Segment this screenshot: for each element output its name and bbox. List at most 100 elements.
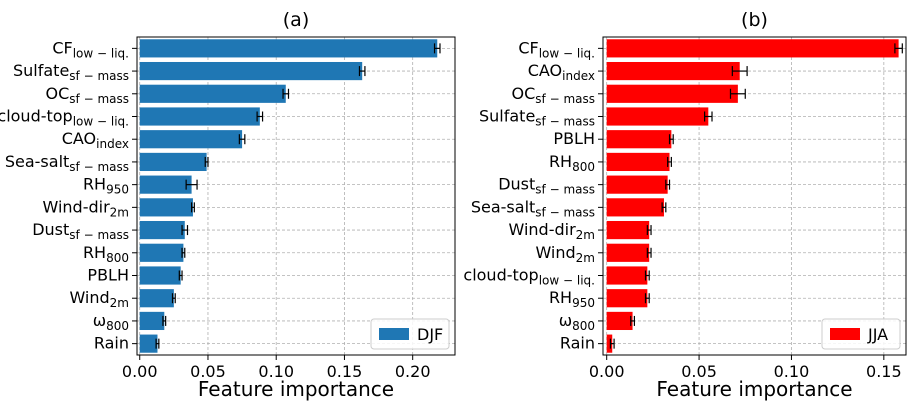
category-name: RH [83,243,106,262]
category-subscript: index [562,69,595,83]
error-bar [729,88,746,99]
bar [606,289,648,308]
bar [139,107,260,126]
category-name: RH [83,175,106,194]
category-name: CF [52,38,72,57]
category-name: Wind [69,288,109,307]
category-name: Wind [535,243,575,262]
category-subscript: 950 [106,183,129,197]
y-tick-label: ω800 [93,311,129,333]
bar [606,220,650,240]
y-tick-label: Dustsf − mass [32,220,129,242]
y-tick-label: Wind2m [69,288,129,310]
y-tick-label: RH950 [83,175,129,197]
category-subscript: sf − mass [69,92,129,106]
y-tick-label: Wind-dir2m [509,220,596,242]
y-tick-label: Rain [94,334,129,353]
category-subscript: 2m [110,205,129,219]
y-tick-label: Sulfatesf − mass [13,61,129,83]
category-name: Sulfate [479,107,535,126]
y-tick-label: CAOindex [528,61,595,83]
bar [606,130,672,149]
error-bar [256,111,264,122]
error-bar [661,202,667,213]
y-tick-label: RH950 [549,288,595,310]
y-tick-label: Sea-saltsf − mass [5,152,129,174]
error-bar [668,134,674,145]
category-name: cloud-top [0,107,73,126]
legend-box [370,318,450,350]
category-name: CF [518,38,538,57]
y-tick-label: cloud-toplow − liq. [463,266,595,288]
category-name: ω [93,311,106,330]
bar [139,243,184,262]
category-subscript: low − liq. [539,274,595,288]
category-subscript: 800 [106,319,129,333]
chart-title: (b) [741,9,768,31]
category-subscript: sf − mass [69,228,129,242]
error-bar [646,225,652,236]
bar [606,243,650,262]
category-subscript: low − liq. [73,115,129,129]
category-subscript: 800 [572,160,595,174]
x-tick-label: 0.20 [395,362,431,381]
category-name: RH [549,152,572,171]
bar [139,152,207,172]
y-tick-label: cloud-toplow − liq. [0,107,129,129]
error-bar [171,293,176,304]
error-bar [185,179,198,190]
bar [139,220,185,240]
error-bar [667,156,672,167]
bar [606,175,668,194]
x-tick-label: 0.00 [589,362,625,381]
error-bar [609,338,615,349]
y-tick-label: Sulfatesf − mass [479,107,595,129]
bar [606,107,709,126]
category-name: PBLH [553,129,595,148]
category-subscript: sf − mass [535,205,595,219]
y-tick-label: CFlow − liq. [52,38,129,60]
x-axis-label: Feature importance [198,377,394,401]
category-subscript: index [96,137,129,151]
category-subscript: sf − mass [69,69,129,83]
error-bar [665,179,671,190]
error-bar [644,293,650,304]
plot-frame [602,36,907,356]
category-name: Sulfate [13,61,69,80]
legend-label: DJF [417,325,443,344]
category-name: Wind-dir [43,197,111,216]
category-subscript: 2m [110,296,129,310]
plot-frame [136,36,456,356]
y-tick-label: OCsf − mass [46,84,129,106]
y-tick-label: OCsf − mass [512,84,595,106]
bar [606,152,670,172]
chart-title: (a) [283,9,309,31]
category-name: OC [46,84,70,103]
bar [139,39,438,58]
y-tick-label: Sea-saltsf − mass [471,197,595,219]
x-tick-label: 0.05 [190,362,226,381]
category-name: OC [512,84,536,103]
y-tick-label: Wind-dir2m [43,197,130,219]
error-bar [704,111,713,122]
category-name: Dust [32,220,69,239]
error-bar [731,66,748,77]
legend-label: JJA [867,325,888,344]
category-subscript: 950 [572,296,595,310]
x-tick-label: 0.00 [122,362,158,381]
category-subscript: sf − mass [69,160,129,174]
error-bar [155,338,160,349]
category-subscript: low − liq. [539,46,595,60]
category-name: PBLH [87,266,129,285]
error-bar [181,225,189,236]
bar [139,311,165,331]
error-bar [282,88,290,99]
category-subscript: 800 [572,319,595,333]
error-bar [190,202,195,213]
category-name: RH [549,288,572,307]
legend-swatch [379,328,409,340]
error-bar [181,247,186,258]
bar [139,266,181,285]
error-bar [238,134,246,145]
